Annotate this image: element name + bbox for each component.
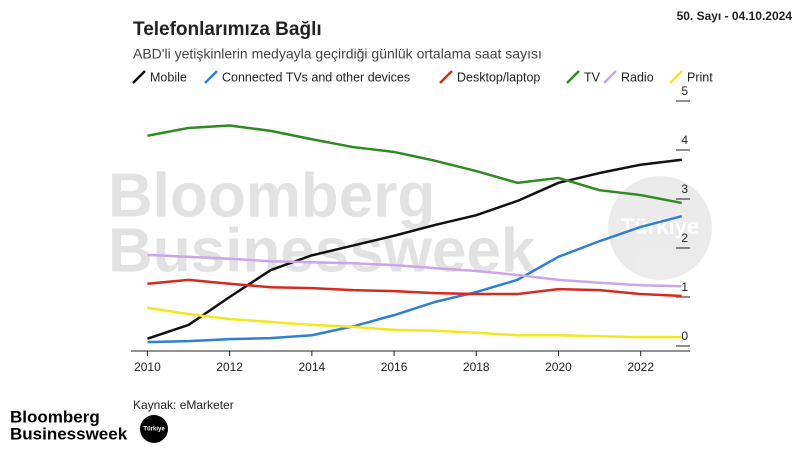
logo-badge-text: Türkiye <box>143 427 165 433</box>
legend-label: TV <box>584 70 601 84</box>
watermark-badge <box>608 176 712 280</box>
y-tick-label: 0 <box>681 329 688 343</box>
series-line <box>147 306 682 339</box>
y-tick-label: 4 <box>681 133 688 147</box>
issue-label: 50. Sayı - 04.10.2024 <box>677 9 793 23</box>
logo-text: Businessweek <box>10 424 128 443</box>
logo-text: Bloomberg <box>10 407 100 426</box>
x-tick-label: 2016 <box>381 360 408 374</box>
legend-label: Print <box>687 70 713 84</box>
series-line <box>147 124 683 205</box>
x-tick-label: 2020 <box>545 360 572 374</box>
legend-swatch <box>132 70 146 84</box>
x-tick-label: 2014 <box>299 360 326 374</box>
legend-swatch <box>603 70 617 84</box>
legend-swatch <box>669 70 683 84</box>
x-tick-label: 2022 <box>627 360 654 374</box>
legend-swatch <box>204 70 218 84</box>
y-tick-label: 1 <box>681 280 688 294</box>
watermark-badge-text: Türkiye <box>621 214 699 239</box>
watermark-text: Bloomberg <box>108 161 435 230</box>
x-tick-label: 2010 <box>134 360 161 374</box>
series-line <box>147 214 683 344</box>
legend-label: Desktop/laptop <box>457 70 540 84</box>
legend-swatch <box>566 70 580 84</box>
y-tick-label: 2 <box>681 231 688 245</box>
watermark: Bloomberg Businessweek Türkiye <box>108 161 712 285</box>
legend-label: Radio <box>621 70 654 84</box>
source: Kaynak: eMarketer <box>133 398 234 412</box>
x-tick-label: 2018 <box>463 360 490 374</box>
logo-badge <box>140 415 168 443</box>
series-line <box>147 278 682 298</box>
x-tick-label: 2012 <box>216 360 243 374</box>
legend-label: Connected TVs and other devices <box>222 70 410 84</box>
y-tick-label: 5 <box>681 84 688 98</box>
watermark-text: Businessweek <box>108 216 536 285</box>
chart-title: Telefonlarımıza Bağlı <box>133 19 322 40</box>
chart-subtitle: ABD'li yetişkinlerin medyayla geçirdiği … <box>133 46 542 62</box>
series-line <box>147 158 682 340</box>
series-line <box>147 253 682 288</box>
y-tick-label: 3 <box>681 182 688 196</box>
legend-swatch <box>439 70 453 84</box>
legend-label: Mobile <box>150 70 187 84</box>
